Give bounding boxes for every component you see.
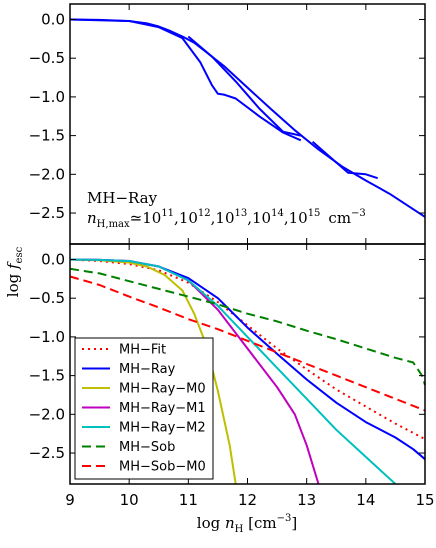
x-tick-label: 9: [65, 491, 75, 509]
panel-bottom: 9 10 11 12 13 14 15 0.0 −0.5 −1.0 −1.5 −2.0 −2.5 MH−…: [29, 243, 435, 509]
legend: MH−Fit MH−Ray MH−Ray−M0 MH−Ray−M1 MH−Ray−M2 M…: [74, 337, 214, 480]
top-ticks-group: 0.0 −0.5 −1.0 −1.5 −2.0 −2.5: [29, 4, 426, 244]
series-line-mh-ray-m2: [69, 258, 397, 485]
annot-unit-exp: −3: [351, 208, 366, 219]
legend-label: MH−Ray−M0: [119, 382, 206, 397]
series-line-mh-sob: [69, 267, 426, 386]
series-line-panel0-2: [187, 35, 302, 137]
x-tick-label: 12: [238, 491, 257, 509]
y-label-var: f: [4, 261, 22, 270]
x-label-unit-exp: −3: [277, 513, 292, 524]
legend-label: MH−Ray: [119, 362, 176, 377]
bottom-panel-frame: [69, 243, 426, 485]
series-line-mh-sob-m0: [69, 275, 426, 412]
y-tick-label: −1.0: [29, 328, 65, 346]
y-tick-label: −2.0: [29, 405, 65, 423]
series-line-panel0-0: [69, 18, 426, 218]
x-label-unit: [cm: [243, 514, 276, 532]
bottom-series-group: [69, 258, 426, 485]
bottom-ticks-group: 9 10 11 12 13 14 15 0.0 −0.5 −1.0 −1.5 −2.0 −2.5: [29, 244, 435, 509]
legend-label: MH−Sob−M0: [119, 460, 206, 475]
annot-exp-2: 13: [235, 208, 248, 219]
y-tick-label: −1.5: [29, 367, 65, 385]
annot-unit: cm: [328, 209, 351, 227]
y-tick-label: 0.0: [41, 10, 65, 28]
x-tick-label: 14: [356, 491, 375, 509]
annot-exp-0: 11: [161, 208, 174, 219]
y-tick-label: −1.0: [29, 88, 65, 106]
legend-label: MH−Sob: [119, 440, 175, 455]
x-label-sub: H: [235, 524, 244, 535]
legend-label: MH−Fit: [119, 343, 166, 358]
top-annotation-line1: MH−Ray: [87, 189, 158, 207]
x-tick-label: 15: [415, 491, 434, 509]
annot-comma-3: ,10: [247, 209, 271, 227]
series-line-panel0-3: [311, 141, 379, 180]
x-tick-label: 11: [179, 491, 198, 509]
x-tick-label: 10: [120, 491, 139, 509]
top-annotation-line2: nH,max≃1011,1012,1013,1014,1015 cm−3: [87, 208, 366, 230]
annot-approx: ≃10: [130, 209, 162, 227]
x-label-log: log: [197, 514, 225, 532]
y-tick-label: −2.0: [29, 165, 65, 183]
x-axis-label: log nH [cm−3]: [197, 513, 297, 535]
y-label-log: log: [4, 269, 22, 297]
series-line-panel0-1: [69, 18, 302, 142]
x-label-var: n: [225, 514, 235, 532]
y-tick-label: −0.5: [29, 49, 65, 67]
y-axis-label: log fesc: [4, 246, 25, 297]
annot-comma-2: ,10: [211, 209, 235, 227]
panel-top: 0.0 −0.5 −1.0 −1.5 −2.0 −2.5 MH−Ray nH,max≃10…: [29, 3, 426, 245]
y-tick-label: −1.5: [29, 127, 65, 145]
annot-comma-4: ,10: [284, 209, 308, 227]
annot-comma-1: ,10: [174, 209, 198, 227]
legend-label: MH−Ray−M1: [119, 401, 206, 416]
y-tick-label: 0.0: [41, 250, 65, 268]
y-tick-label: −2.5: [29, 444, 65, 462]
y-tick-label: −2.5: [29, 204, 65, 222]
y-tick-label: −0.5: [29, 289, 65, 307]
legend-label: MH−Ray−M2: [119, 421, 206, 436]
annot-exp-3: 14: [271, 208, 284, 219]
x-tick-label: 13: [297, 491, 316, 509]
top-series-group: [69, 18, 426, 218]
annot-exp-4: 15: [308, 208, 321, 219]
annot-exp-1: 12: [198, 208, 211, 219]
y-label-sub: esc: [14, 246, 25, 263]
annot-sub: H,max: [97, 219, 130, 230]
series-line-mh-ray-m0: [69, 258, 237, 485]
x-label-close: ]: [291, 514, 297, 532]
annot-n: n: [87, 209, 97, 227]
top-panel-frame: [69, 3, 426, 245]
